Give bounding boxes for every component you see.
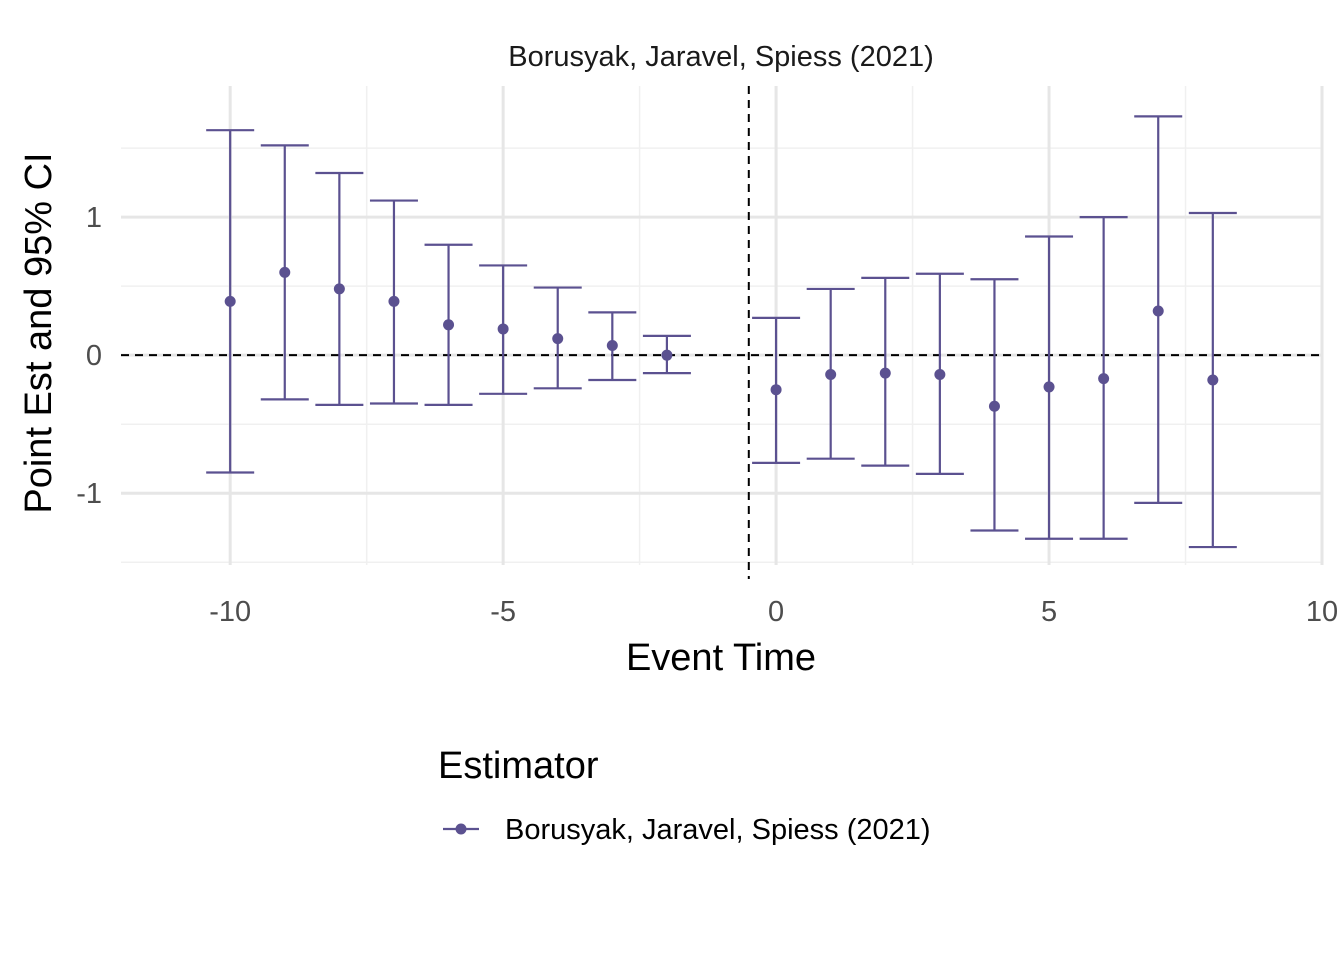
x-axis-title: Event Time — [626, 637, 816, 679]
point-estimate — [388, 295, 400, 307]
point-estimate — [606, 340, 618, 352]
legend-key-point — [455, 823, 467, 835]
point-estimate — [224, 295, 236, 307]
point-estimate — [770, 384, 782, 396]
major-gridlines — [121, 86, 1324, 565]
point-estimate — [934, 369, 946, 381]
x-tick-label: -5 — [490, 596, 516, 628]
point-estimate — [1043, 381, 1055, 393]
x-tick-label: 0 — [768, 596, 784, 628]
x-tick-label: 10 — [1306, 596, 1338, 628]
chart-title: Borusyak, Jaravel, Spiess (2021) — [508, 41, 934, 73]
point-estimate — [661, 349, 673, 361]
x-tick-label: -10 — [209, 596, 251, 628]
point-estimate — [988, 400, 1000, 412]
y-tick-label: -1 — [76, 478, 102, 510]
point-estimate — [825, 369, 837, 381]
legend-title: Estimator — [438, 745, 599, 787]
minor-gridlines — [121, 86, 1322, 565]
y-tick-label: 1 — [86, 202, 102, 234]
point-estimate — [1207, 374, 1219, 386]
legend-key — [443, 823, 479, 835]
reference-lines — [121, 86, 1322, 579]
point-estimate — [497, 323, 509, 335]
point-estimate — [879, 367, 891, 379]
x-tick-label: 5 — [1041, 596, 1057, 628]
legend-label: Borusyak, Jaravel, Spiess (2021) — [505, 814, 931, 846]
point-estimate — [333, 283, 345, 295]
point-estimate — [279, 266, 291, 278]
error-bars — [206, 115, 1237, 549]
point-estimate — [1152, 305, 1164, 317]
y-axis-title: Point Est and 95% CI — [18, 152, 60, 513]
y-tick-label: 0 — [86, 340, 102, 372]
y-tick-labels: -1 0 1 — [76, 202, 102, 510]
point-estimate — [552, 333, 564, 345]
x-tick-labels: -10 -5 0 5 10 — [209, 596, 1338, 628]
point-estimate — [443, 319, 455, 331]
legend: Estimator Borusyak, Jaravel, Spiess (202… — [438, 745, 931, 846]
point-estimate — [1098, 373, 1110, 385]
point-estimates — [224, 266, 1219, 412]
